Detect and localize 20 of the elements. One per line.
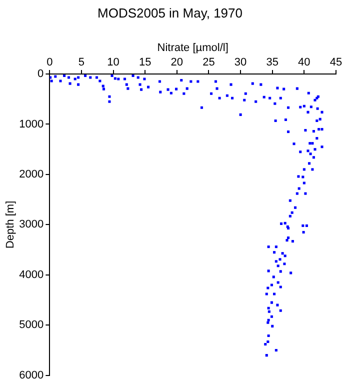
x-tick-label: 5	[78, 56, 85, 68]
x-tick-label: 20	[170, 56, 184, 68]
x-tick-label: 25	[202, 56, 215, 68]
y-tick-label: 0	[38, 68, 44, 80]
y-tick-label: 4000	[19, 268, 44, 281]
y-tick-label: 1000	[19, 118, 44, 130]
x-tick-label: 15	[138, 56, 152, 68]
x-tick-label: 35	[266, 56, 278, 68]
y-axis-title: Depth [m]	[4, 200, 17, 249]
x-tick-label: 40	[298, 56, 310, 68]
x-tick-label: 30	[234, 56, 247, 68]
chart-title: MODS2005 in May, 1970	[98, 5, 242, 20]
x-tick-label: 10	[107, 56, 120, 68]
y-tick-label: 5000	[19, 319, 44, 332]
y-tick-label: 2000	[19, 168, 44, 180]
x-tick-label: 45	[330, 56, 342, 68]
y-tick-label: 3000	[19, 218, 44, 231]
x-tick-label: 0	[46, 56, 53, 68]
y-tick-label: 6000	[19, 369, 44, 382]
x-axis-title: Nitrate [µmol/l]	[157, 42, 228, 54]
